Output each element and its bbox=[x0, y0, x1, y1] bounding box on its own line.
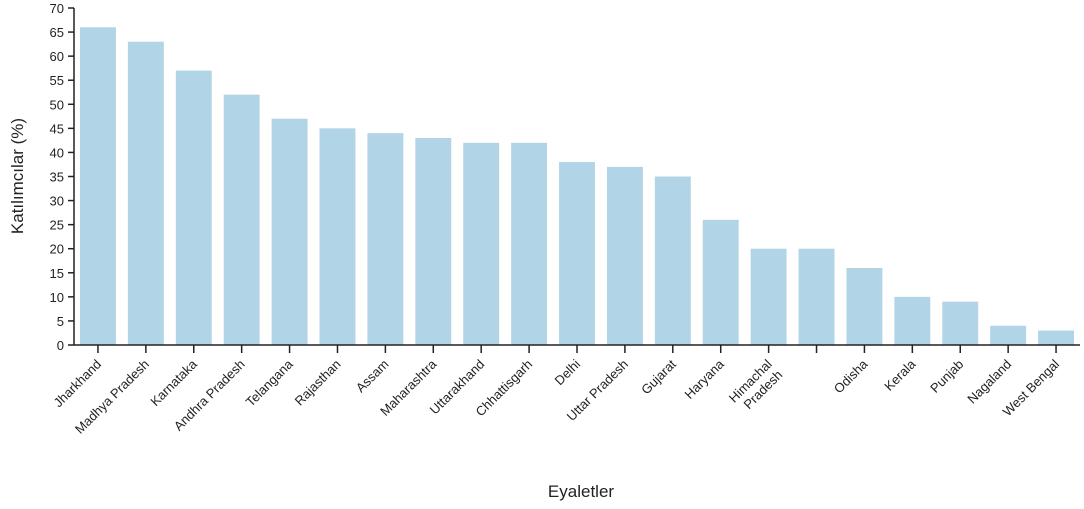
x-tick-label: Rajasthan bbox=[292, 357, 344, 409]
bar-20 bbox=[1038, 330, 1075, 345]
bar-5 bbox=[319, 128, 356, 345]
x-tick-label: Telangana bbox=[243, 356, 297, 410]
y-tick-label: 35 bbox=[50, 170, 64, 185]
bar-18 bbox=[942, 301, 979, 345]
y-tick-label: 25 bbox=[50, 218, 64, 233]
bar-0 bbox=[79, 27, 116, 345]
bar-14 bbox=[750, 248, 787, 345]
y-tick-label: 30 bbox=[50, 194, 64, 209]
x-tick-label: Assam bbox=[353, 357, 392, 396]
bar-19 bbox=[990, 325, 1027, 345]
bar-11 bbox=[606, 166, 643, 345]
y-tick-label: 20 bbox=[50, 242, 64, 257]
bar-3 bbox=[223, 94, 260, 345]
bar-2 bbox=[175, 70, 212, 345]
y-tick-label: 45 bbox=[50, 121, 64, 136]
y-axis: 0 5 10 15 20 25 30 35 40 45 50 55 60 65 70 bbox=[50, 1, 75, 353]
x-tick-label: Punjab bbox=[927, 357, 966, 396]
y-tick-label: 60 bbox=[50, 49, 64, 64]
x-tick-label: Haryana bbox=[681, 356, 727, 402]
bar-9 bbox=[511, 142, 548, 345]
y-axis-title: Katılımcılar (%) bbox=[8, 118, 27, 234]
y-tick-label: 5 bbox=[57, 314, 64, 329]
y-tick-label: 15 bbox=[50, 266, 64, 281]
x-tick-label: Nagaland bbox=[964, 357, 1014, 407]
y-tick-label: 40 bbox=[50, 145, 64, 160]
bar-12 bbox=[654, 176, 691, 345]
x-axis-title: Eyaletler bbox=[548, 482, 614, 501]
x-tick-label: HimachalPradesh bbox=[726, 356, 786, 416]
y-tick-label: 50 bbox=[50, 97, 64, 112]
bar-16 bbox=[846, 267, 883, 345]
bar-15 bbox=[798, 248, 835, 345]
bar-1 bbox=[127, 41, 164, 345]
bar-13 bbox=[702, 219, 739, 345]
bars-group bbox=[79, 27, 1075, 345]
y-tick-label: 70 bbox=[50, 1, 64, 16]
y-tick-label: 0 bbox=[57, 338, 64, 353]
x-tick-label: Odisha bbox=[831, 356, 871, 396]
y-tick-label: 10 bbox=[50, 290, 64, 305]
x-tick-label: Kerala bbox=[881, 356, 919, 394]
bar-10 bbox=[559, 162, 595, 345]
x-tick-label: Delhi bbox=[552, 356, 584, 388]
bar-7 bbox=[415, 137, 452, 345]
y-tick-label: 55 bbox=[50, 73, 64, 88]
bar-6 bbox=[367, 133, 404, 345]
y-tick-label: 65 bbox=[50, 25, 64, 40]
x-tick-label: Gujarat bbox=[638, 356, 679, 397]
bar-17 bbox=[894, 296, 931, 345]
bar-4 bbox=[271, 118, 308, 345]
bar-8 bbox=[463, 142, 500, 345]
